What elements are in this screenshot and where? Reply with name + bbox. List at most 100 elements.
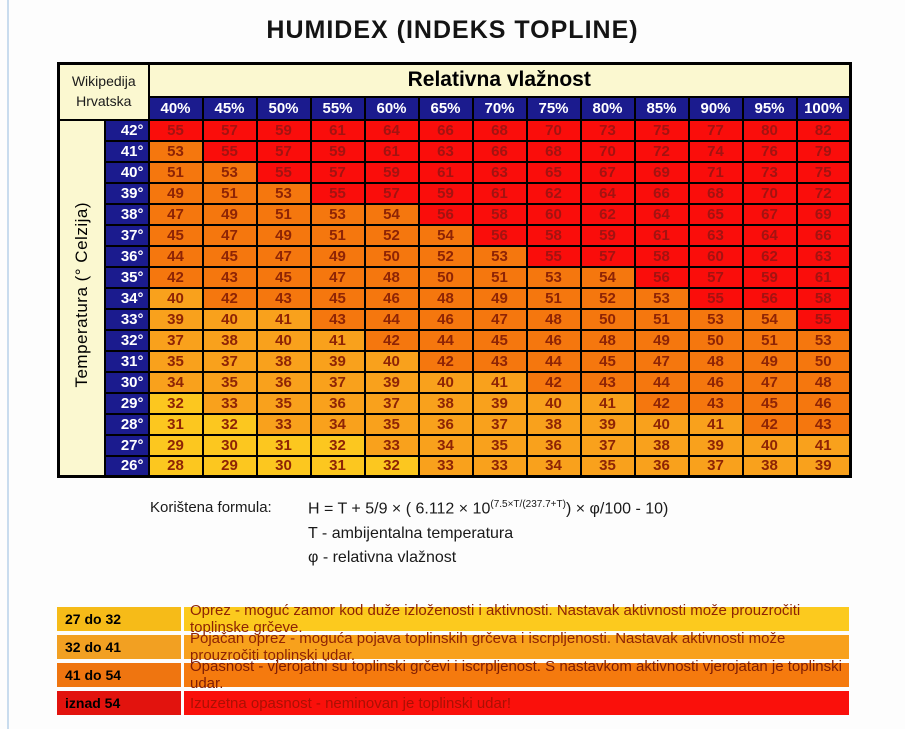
temperature-row-header: 31° [103,349,150,373]
legend-range-label: 32 do 41 [57,635,181,659]
humidex-value-cell: 72 [633,139,690,163]
humidex-value-cell: 53 [255,181,312,205]
humidity-header-cell: 75% [525,95,582,121]
humidex-value-cell: 31 [255,433,312,457]
formula-humidity-note: φ - relativna vlažnost [308,548,457,566]
humidex-value-cell: 38 [525,412,582,436]
humidex-value-cell: 37 [201,349,258,373]
humidex-value-cell: 55 [525,244,582,268]
humidex-value-cell: 30 [201,433,258,457]
humidex-value-cell: 49 [741,349,798,373]
humidity-header-cell: 85% [633,95,690,121]
humidex-value-cell: 43 [579,370,636,394]
humidex-value-cell: 45 [579,349,636,373]
humidex-value-cell: 53 [147,139,204,163]
humidex-value-cell: 36 [417,412,474,436]
humidex-value-cell: 63 [417,139,474,163]
humidex-value-cell: 43 [687,391,744,415]
temperature-row-header: 34° [103,286,150,310]
humidex-value-cell: 45 [741,391,798,415]
humidex-value-cell: 57 [309,160,366,184]
humidex-value-cell: 43 [309,307,366,331]
humidex-value-cell: 33 [201,391,258,415]
temperature-row-header: 38° [103,202,150,226]
humidex-value-cell: 75 [795,160,852,184]
humidity-header-cell: 100% [795,95,852,121]
formula-expression: H = T + 5/9 × ( 6.112 × 10(7.5×T/(237.7+… [308,499,668,519]
humidex-value-cell: 57 [201,118,258,142]
temperature-row-header: 42° [103,118,150,142]
temperature-row-header: 35° [103,265,150,289]
formula-lines: H = T + 5/9 × ( 6.112 × 10(7.5×T/(237.7+… [308,499,668,572]
humidex-value-cell: 56 [741,286,798,310]
humidex-value-cell: 40 [255,328,312,352]
humidex-value-cell: 38 [255,349,312,373]
humidex-value-cell: 76 [741,139,798,163]
humidex-value-cell: 46 [525,328,582,352]
humidex-value-cell: 47 [147,202,204,226]
humidex-value-cell: 56 [471,223,528,247]
humidex-value-cell: 58 [633,244,690,268]
humidity-header-cell: 60% [363,95,420,121]
temperature-row-header: 27° [103,433,150,457]
humidex-value-cell: 46 [795,391,852,415]
humidex-value-cell: 43 [471,349,528,373]
legend-description: Oprez - moguć zamor kod duže izloženosti… [184,602,849,636]
humidex-value-cell: 51 [201,181,258,205]
humidex-value-cell: 66 [417,118,474,142]
humidex-value-cell: 82 [795,118,852,142]
humidex-value-cell: 53 [687,307,744,331]
humidex-value-cell: 37 [687,454,744,478]
temperature-row-header: 30° [103,370,150,394]
humidex-value-cell: 36 [525,433,582,457]
humidex-value-cell: 55 [255,160,312,184]
humidex-value-cell: 52 [417,244,474,268]
humidex-value-cell: 58 [525,223,582,247]
page-edge-strip [7,0,9,729]
humidex-value-cell: 42 [417,349,474,373]
humidex-value-cell: 41 [687,412,744,436]
humidex-value-cell: 42 [201,286,258,310]
temperature-row-header: 40° [103,160,150,184]
humidex-value-cell: 42 [741,412,798,436]
humidex-value-cell: 48 [417,286,474,310]
humidex-value-cell: 51 [309,223,366,247]
humidex-value-cell: 39 [363,370,420,394]
humidex-value-cell: 51 [525,286,582,310]
humidex-value-cell: 32 [309,433,366,457]
humidex-value-cell: 54 [417,223,474,247]
humidex-value-cell: 48 [363,265,420,289]
humidity-header-cell: 70% [471,95,528,121]
humidex-value-cell: 61 [417,160,474,184]
table-row: 27° 29 30 31 32 33 34 35 36 37 38 39 40 41 [59,433,852,457]
table-row: 36° 44 45 47 49 50 52 53 55 57 58 60 62 63 [59,244,852,268]
humidex-value-cell: 74 [687,139,744,163]
humidex-value-cell: 59 [309,139,366,163]
temperature-row-header: 41° [103,139,150,163]
legend-range-label: 41 do 54 [57,663,181,687]
humidex-value-cell: 72 [795,181,852,205]
formula-expression-base: H = T + 5/9 × ( 6.112 × 10 [308,500,491,518]
humidex-value-cell: 32 [363,454,420,478]
humidex-value-cell: 40 [741,433,798,457]
humidex-value-cell: 37 [147,328,204,352]
humidex-value-cell: 34 [147,370,204,394]
humidex-value-cell: 49 [471,286,528,310]
humidex-value-cell: 35 [579,454,636,478]
table-row: 33° 39 40 41 43 44 46 47 48 50 51 53 54 55 [59,307,852,331]
humidex-value-cell: 48 [687,349,744,373]
humidex-value-cell: 56 [633,265,690,289]
humidex-value-cell: 61 [633,223,690,247]
table-row: 39° 49 51 53 55 57 59 61 62 64 66 68 70 72 [59,181,852,205]
page-title: HUMIDEX (INDEKS TOPLINE) [266,16,639,44]
humidex-value-cell: 36 [309,391,366,415]
humidex-value-cell: 68 [525,139,582,163]
humidex-value-cell: 57 [255,139,312,163]
humidex-value-cell: 61 [309,118,366,142]
humidex-value-cell: 61 [471,181,528,205]
humidex-value-cell: 61 [363,139,420,163]
humidity-header-cell: 55% [309,95,366,121]
humidex-value-cell: 29 [147,433,204,457]
humidity-header-cell: 80% [579,95,636,121]
humidex-value-cell: 33 [471,454,528,478]
